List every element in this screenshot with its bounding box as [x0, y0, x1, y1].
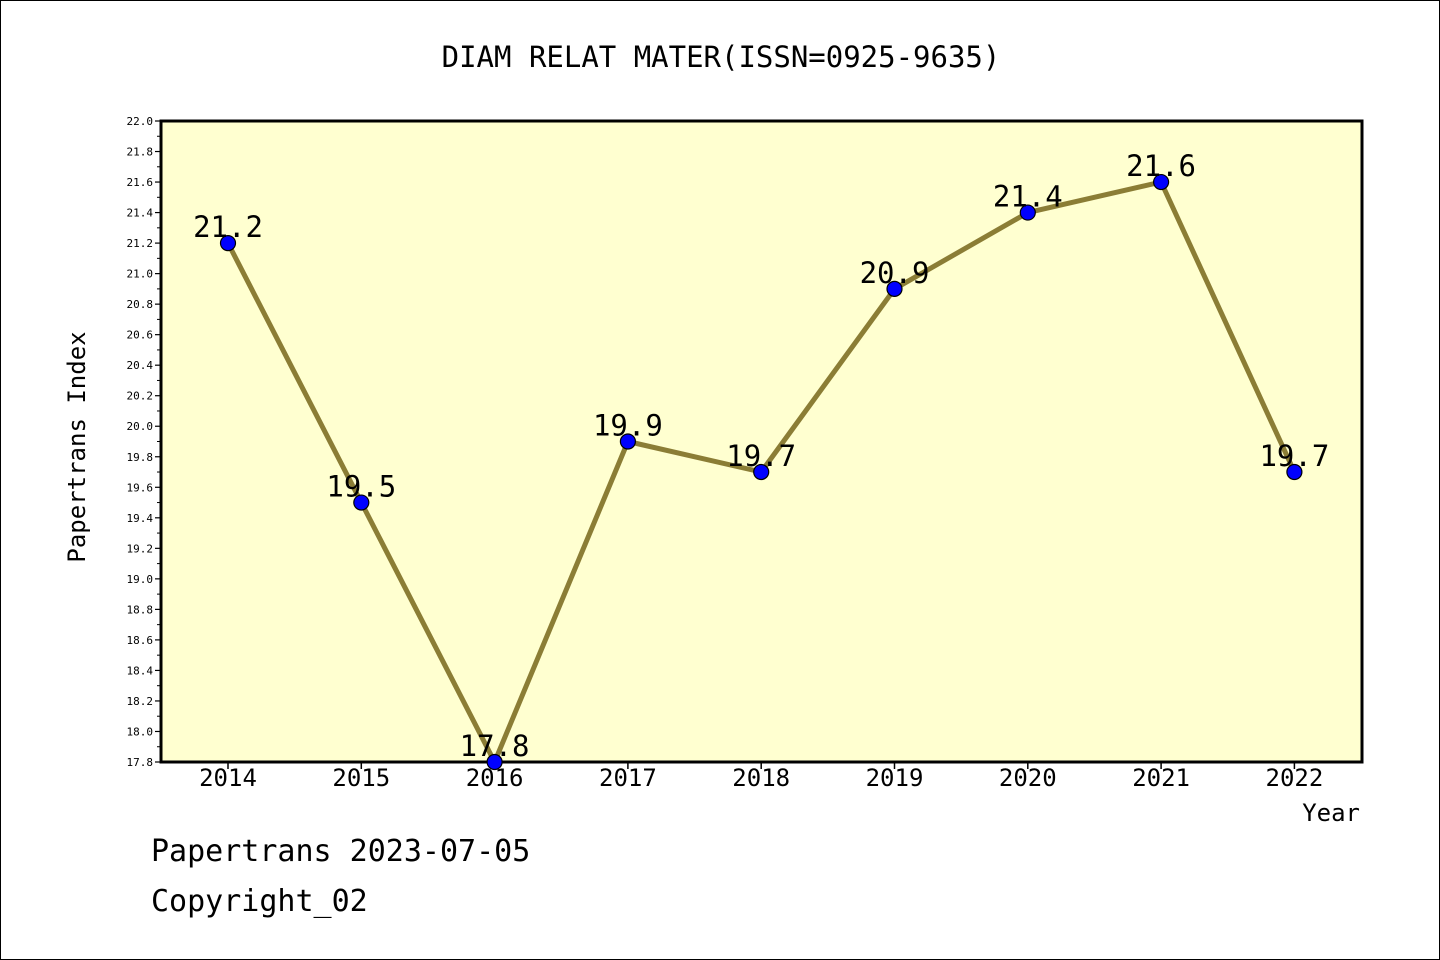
y-tick-label: 19.6 — [127, 481, 154, 494]
y-tick-label: 19.2 — [127, 542, 154, 555]
y-tick-label: 18.6 — [127, 634, 154, 647]
footer-copyright-line: Copyright_02 — [151, 884, 368, 919]
x-tick-label: 2018 — [732, 764, 790, 792]
y-axis-label: Papertrans Index — [63, 331, 91, 562]
data-label: 19.5 — [326, 470, 396, 504]
y-tick-label: 22.0 — [127, 115, 154, 128]
data-label: 19.7 — [1259, 439, 1329, 473]
data-point — [886, 280, 903, 297]
x-tick-label: 2015 — [332, 764, 390, 792]
chart-title: DIAM RELAT MATER(ISSN=0925-9635) — [442, 40, 1001, 74]
data-label: 17.8 — [460, 729, 530, 763]
y-tick-label: 20.2 — [127, 390, 154, 403]
footer-date-line: Papertrans 2023-07-05 — [151, 834, 531, 869]
x-axis: 2014 2015 2016 2017 2018 2019 2020 2021 2022 — [199, 762, 1323, 792]
x-tick-label: 2017 — [599, 764, 657, 792]
data-point — [1286, 463, 1303, 481]
data-point — [619, 433, 637, 450]
data-point — [353, 494, 370, 511]
y-tick-label: 17.8 — [127, 756, 154, 769]
y-tick-label: 20.0 — [127, 420, 154, 433]
y-tick-label: 21.2 — [127, 237, 154, 250]
y-tick-label: 21.6 — [127, 176, 154, 189]
y-tick-label: 21.8 — [127, 146, 154, 159]
y-tick-label: 19.4 — [127, 512, 154, 525]
data-label: 20.9 — [860, 256, 930, 290]
x-tick-label: 2014 — [199, 764, 257, 792]
y-tick-label: 21.4 — [127, 207, 154, 220]
x-tick-label: 2021 — [1132, 764, 1190, 792]
data-point — [1152, 173, 1170, 191]
data-point — [219, 234, 237, 252]
y-tick-label: 18.0 — [127, 725, 154, 738]
y-tick-label: 19.8 — [127, 451, 154, 464]
y-tick-label: 18.2 — [127, 695, 154, 708]
data-labels: 21.2 19.5 17.8 19.9 19.7 20.9 21.4 21.6 19.7 — [193, 149, 1329, 763]
series-group — [219, 173, 1303, 771]
y-tick-label: 18.4 — [127, 664, 154, 677]
x-tick-label: 2020 — [999, 764, 1057, 792]
plot-area — [159, 119, 1364, 764]
y-tick-label: 21.0 — [127, 268, 154, 281]
y-tick-label: 19.0 — [127, 573, 154, 586]
y-tick-label: 20.6 — [127, 329, 154, 342]
x-tick-label: 2022 — [1266, 764, 1324, 792]
x-axis-label: Year — [1302, 799, 1360, 827]
data-label: 21.2 — [193, 210, 263, 244]
y-tick-label: 18.8 — [127, 603, 154, 616]
data-label: 21.4 — [993, 180, 1063, 214]
data-point — [486, 753, 503, 771]
data-label: 21.6 — [1126, 149, 1196, 183]
data-label: 19.7 — [726, 439, 796, 473]
data-point — [1019, 204, 1036, 221]
y-tick-label: 20.4 — [127, 359, 154, 372]
data-point — [753, 463, 770, 481]
x-tick-label: 2019 — [866, 764, 924, 792]
y-axis: 17.8 18.0 18.2 18.4 18.6 18.8 19.0 19.2 19.4 19.6… — [127, 115, 161, 769]
y-tick-label: 20.8 — [127, 298, 154, 311]
data-label: 19.9 — [593, 409, 663, 443]
